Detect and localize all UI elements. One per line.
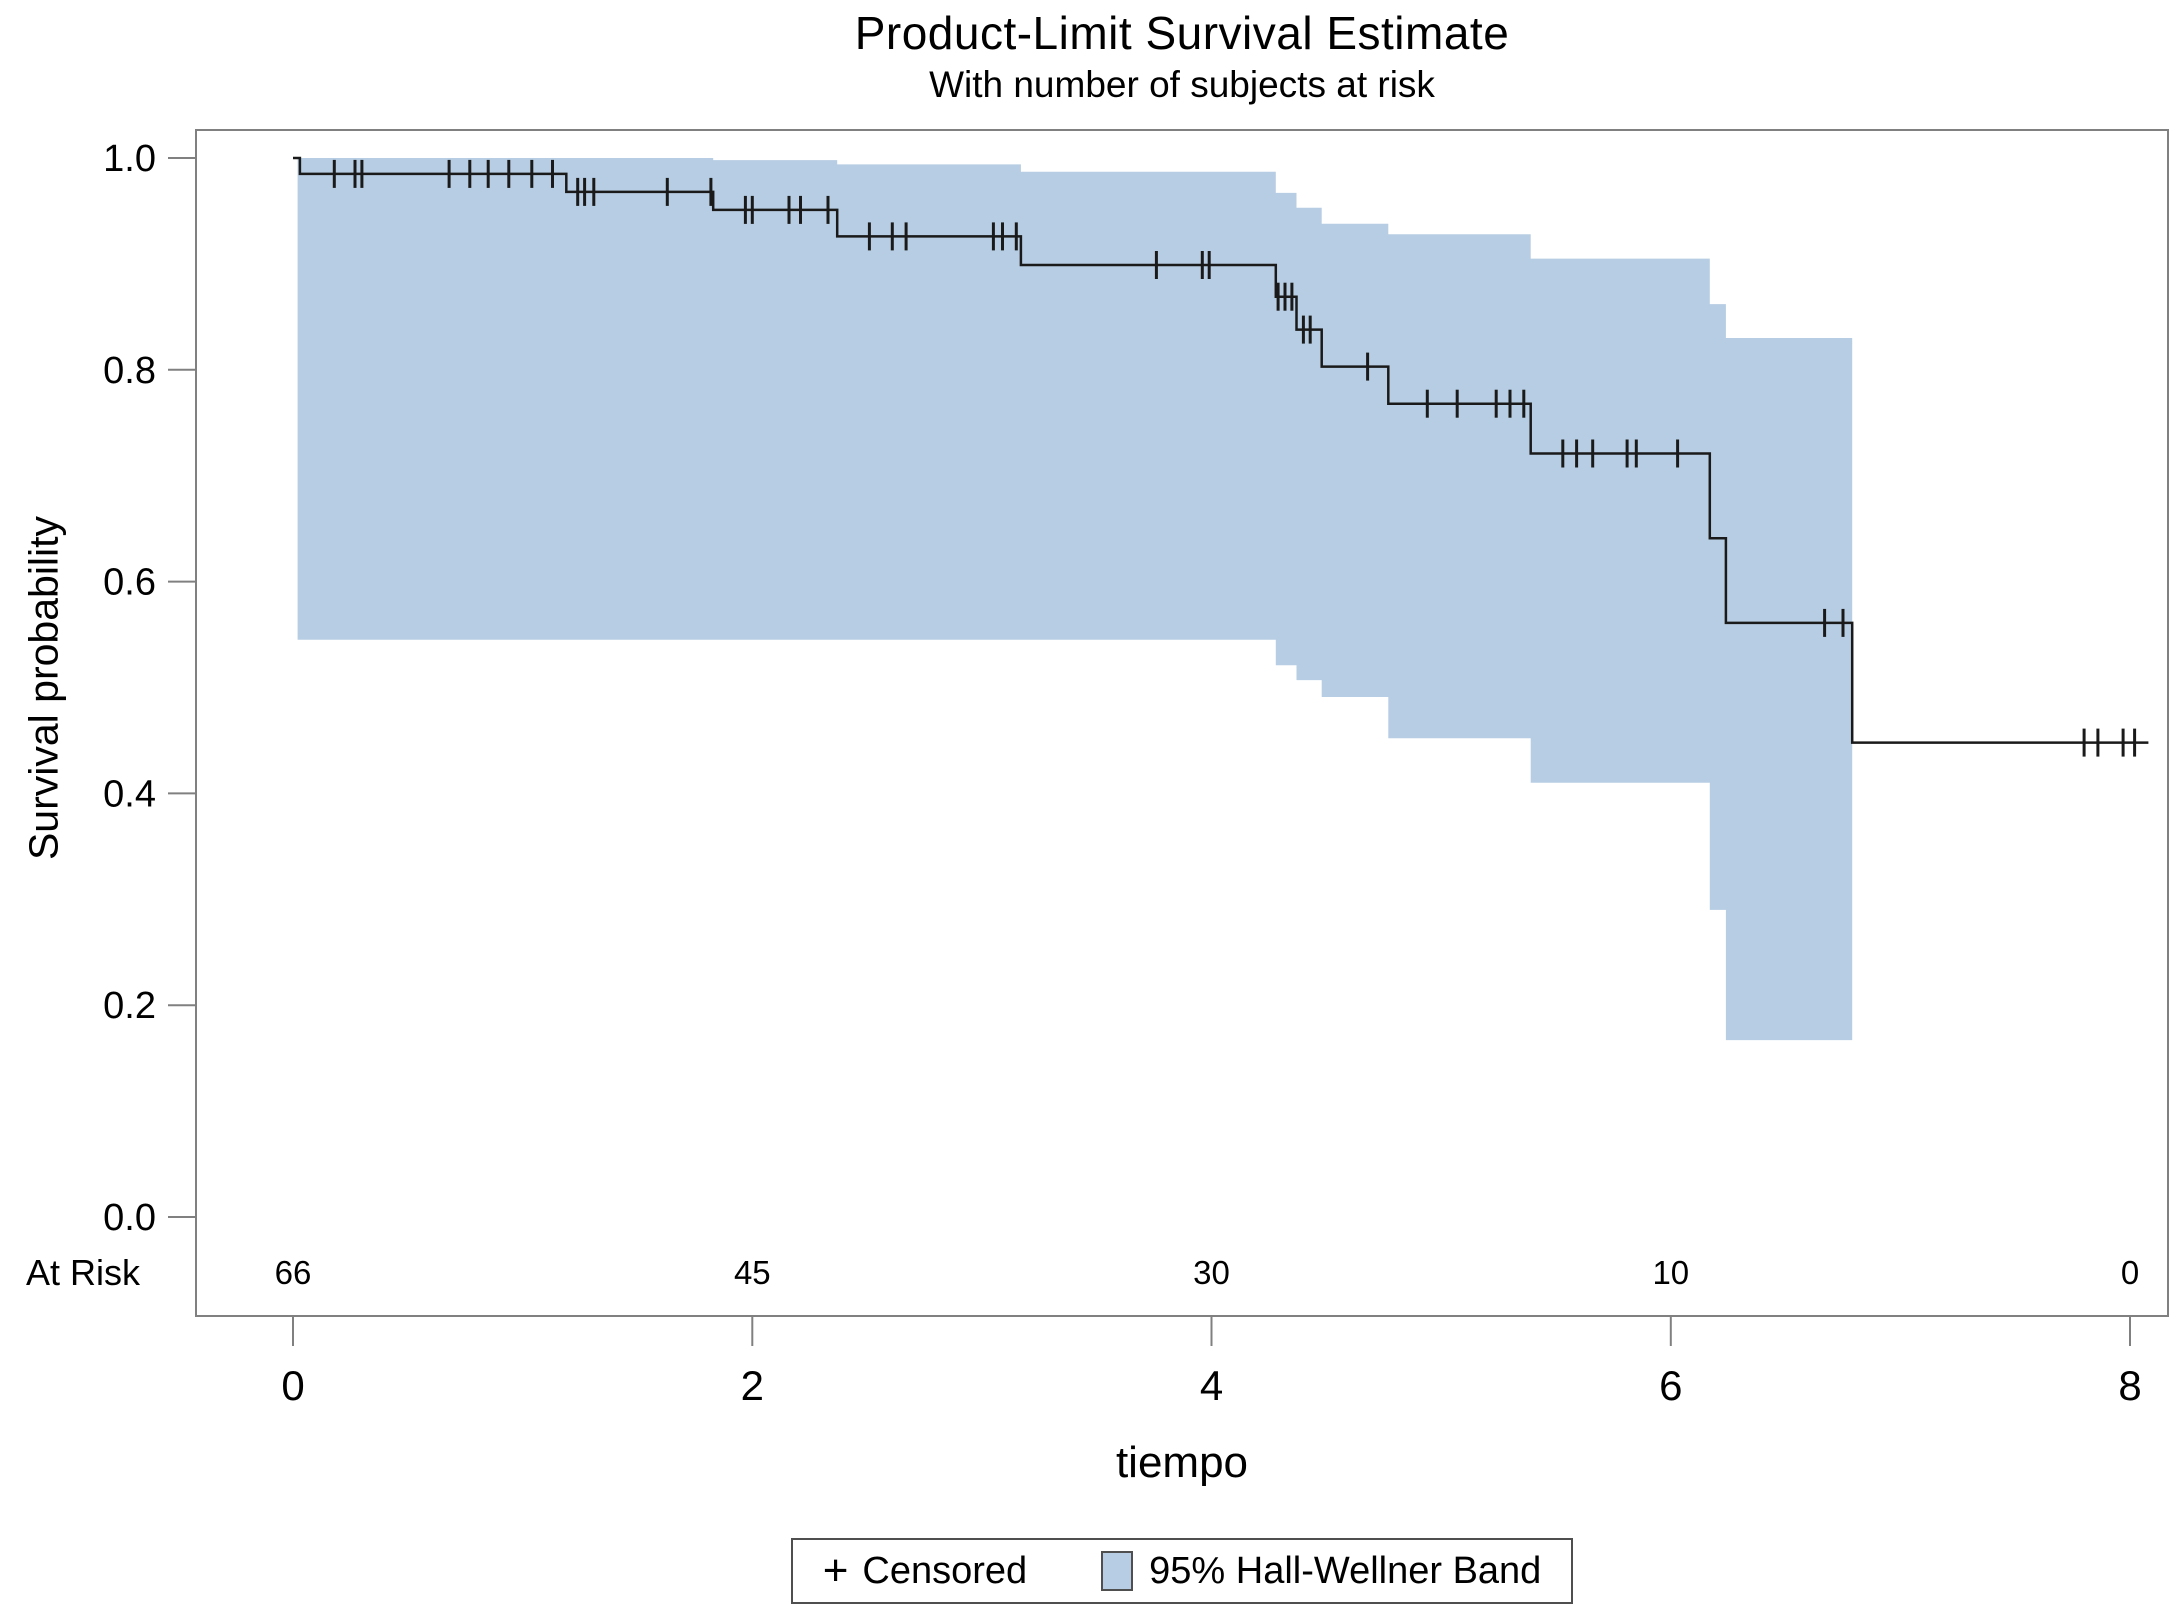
frame-layer bbox=[195, 129, 2169, 1317]
x-tick-label: 6 bbox=[1659, 1362, 1682, 1409]
band-swatch-icon bbox=[1101, 1551, 1134, 1591]
legend-band-label: 95% Hall-Wellner Band bbox=[1149, 1549, 1542, 1592]
legend: + Censored 95% Hall-Wellner Band bbox=[196, 1538, 2168, 1604]
y-tick-label: 1.0 bbox=[103, 138, 156, 180]
survival-curve bbox=[293, 156, 2149, 744]
censor-layer bbox=[332, 159, 2137, 757]
axis-layer: 1.0 0.8 0.6 0.4 0.2 0.0 0 2 4 6 8 bbox=[103, 138, 2142, 1409]
y-tick-label: 0.0 bbox=[103, 1197, 156, 1239]
x-tick-label: 8 bbox=[2118, 1362, 2141, 1409]
plot-frame bbox=[195, 129, 2169, 1317]
at-risk-count: 66 bbox=[275, 1254, 312, 1291]
curve-layer bbox=[293, 156, 2149, 744]
legend-censored-label: Censored bbox=[862, 1549, 1028, 1592]
at-risk-row: 66 45 30 10 0 bbox=[275, 1254, 2140, 1291]
legend-censored-item: + Censored bbox=[823, 1549, 1027, 1593]
x-tick-label: 0 bbox=[281, 1362, 304, 1409]
band-layer bbox=[297, 158, 1853, 1041]
legend-band-item: 95% Hall-Wellner Band bbox=[1101, 1550, 1541, 1593]
at-risk-count: 30 bbox=[1193, 1254, 1230, 1291]
chart-subtitle: With number of subjects at risk bbox=[929, 64, 1435, 105]
y-tick-label: 0.8 bbox=[103, 350, 156, 392]
at-risk-count: 10 bbox=[1652, 1254, 1689, 1291]
at-risk-count: 0 bbox=[2121, 1254, 2139, 1291]
censored-plus-icon: + bbox=[822, 1546, 849, 1595]
at-risk-label: At Risk bbox=[26, 1252, 141, 1293]
chart-title: Product-Limit Survival Estimate bbox=[854, 7, 1510, 59]
x-tick-label: 2 bbox=[741, 1362, 764, 1409]
legend-box: + Censored 95% Hall-Wellner Band bbox=[790, 1538, 1574, 1604]
x-axis-label: tiempo bbox=[1115, 1438, 1249, 1487]
y-tick-label: 0.2 bbox=[103, 985, 156, 1027]
x-tick-label: 4 bbox=[1200, 1362, 1223, 1409]
at-risk-count: 45 bbox=[734, 1254, 771, 1291]
y-tick-label: 0.4 bbox=[103, 773, 156, 815]
y-tick-label: 0.6 bbox=[103, 562, 156, 604]
hall-wellner-band bbox=[297, 158, 1853, 1041]
